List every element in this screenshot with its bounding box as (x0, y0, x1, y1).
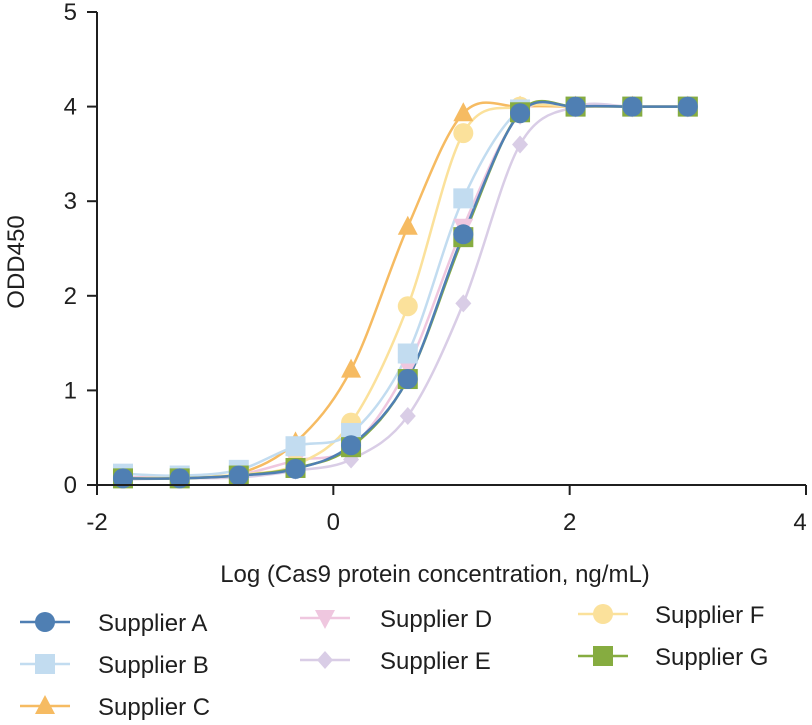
y-tick-label: 1 (64, 377, 77, 404)
legend-marker (35, 612, 55, 632)
legend-label: Supplier E (380, 648, 491, 675)
data-point (112, 468, 133, 489)
data-point (397, 369, 418, 390)
y-ticks: 0 1 2 3 4 5 (64, 0, 97, 499)
data-point (677, 96, 698, 117)
series-markers (114, 97, 696, 489)
x-tick-label: 4 (793, 509, 806, 536)
legend-marker (315, 610, 335, 629)
legend-item: Supplier B (20, 652, 209, 679)
legend-item: Supplier G (578, 644, 768, 671)
series-markers (112, 96, 698, 489)
data-point (341, 435, 362, 456)
fitted-curves (122, 100, 688, 481)
data-point (285, 436, 306, 457)
legend-item: Supplier E (300, 648, 491, 675)
legend-marker (35, 695, 55, 714)
data-point (397, 215, 418, 235)
data-point (455, 294, 472, 313)
data-point (453, 224, 474, 245)
legend-marker (35, 654, 55, 674)
y-tick-label: 3 (64, 188, 77, 215)
data-point (565, 96, 586, 117)
data-point (397, 343, 418, 364)
legend: Supplier A Supplier B Supplier C Supplier D… (20, 602, 768, 721)
legend-marker (593, 604, 613, 624)
data-point (512, 135, 529, 154)
legend-item: Supplier A (20, 610, 207, 637)
legend-label: Supplier G (655, 644, 768, 671)
legend-item: Supplier C (20, 694, 210, 721)
series-markers (112, 95, 698, 488)
legend-label: Supplier C (98, 694, 210, 721)
y-tick-label: 2 (64, 283, 77, 310)
data-point (510, 103, 531, 124)
legend-label: Supplier F (655, 602, 764, 629)
legend-marker (593, 646, 613, 666)
x-axis-title: Log (Cas9 protein concentration, ng/mL) (220, 561, 650, 588)
x-tick-label: 0 (327, 509, 340, 536)
series-markers (112, 96, 698, 489)
data-point (399, 406, 416, 425)
legend-label: Supplier A (98, 610, 207, 637)
data-point (397, 296, 418, 317)
series-markers (112, 96, 698, 489)
series-line (122, 101, 688, 481)
legend-label: Supplier D (380, 606, 492, 633)
data-point (228, 465, 249, 486)
series-line (122, 102, 688, 481)
data-point (453, 123, 474, 144)
data-markers (112, 95, 698, 489)
series-line (122, 103, 688, 480)
data-point (169, 468, 190, 489)
y-tick-label: 4 (64, 94, 77, 121)
y-axis-title: ODD450 (3, 215, 30, 308)
y-axis: 0 1 2 3 4 5 (64, 0, 98, 499)
data-point (341, 358, 362, 378)
series-markers (112, 98, 698, 489)
y-tick-label: 5 (64, 0, 77, 26)
data-point (453, 188, 474, 209)
data-point (453, 102, 474, 122)
data-point (285, 458, 306, 479)
x-ticks: -2 0 2 4 (86, 485, 807, 536)
legend-item: Supplier F (578, 602, 764, 629)
x-tick-label: -2 (86, 509, 107, 536)
legend-item: Supplier D (300, 606, 492, 633)
x-tick-label: 2 (563, 509, 576, 536)
x-axis: -2 0 2 4 (86, 484, 807, 536)
legend-marker (317, 651, 333, 669)
legend-label: Supplier B (98, 652, 209, 679)
series-markers (112, 96, 698, 486)
y-tick-label: 0 (64, 472, 77, 499)
data-point (622, 96, 643, 117)
